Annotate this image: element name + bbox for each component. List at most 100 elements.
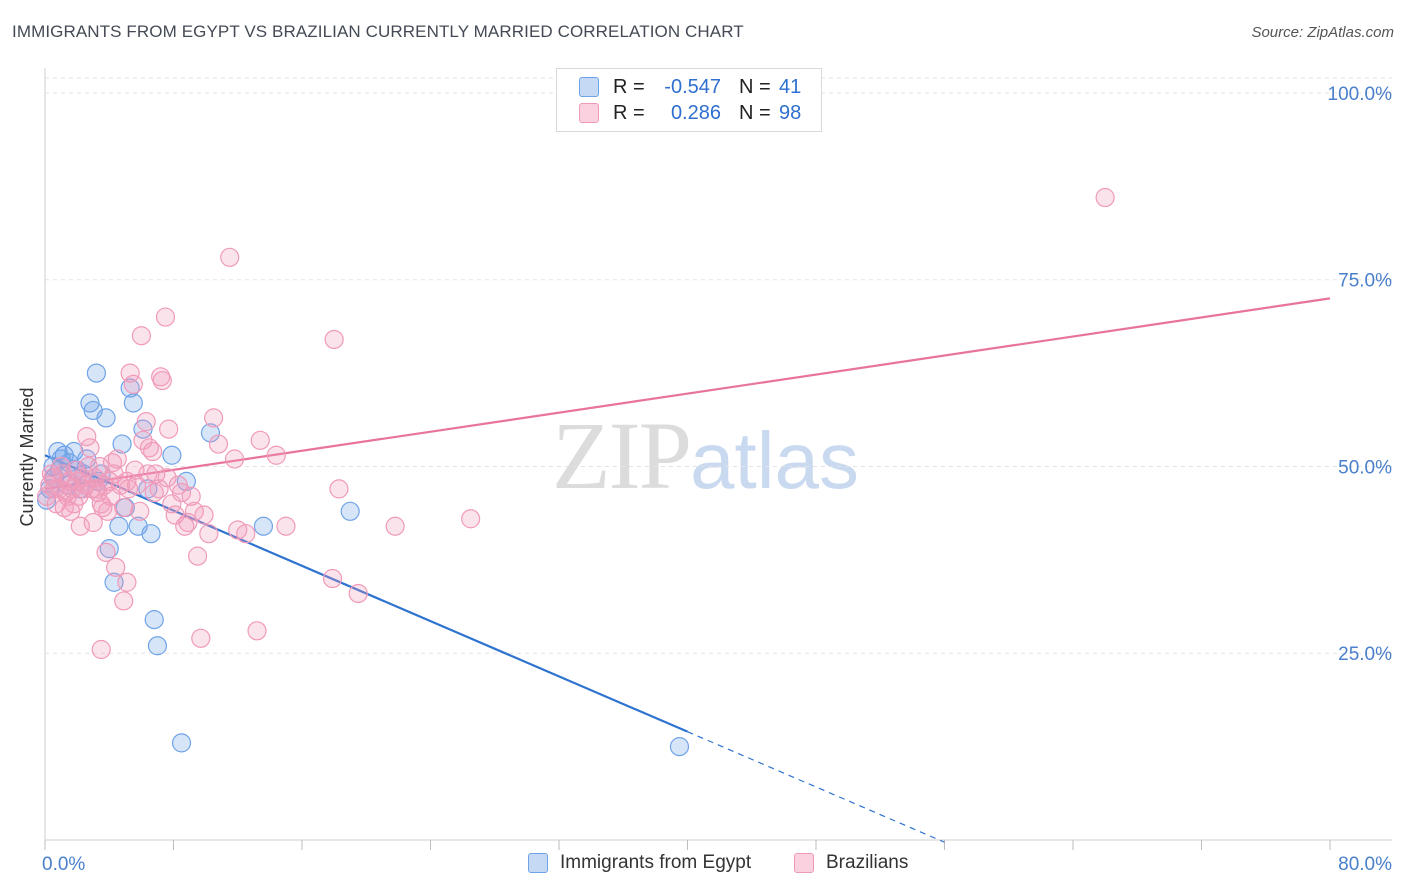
point-brazilians [54, 497, 74, 518]
series-label-egypt: Immigrants from Egypt [560, 852, 752, 873]
point-egypt [109, 516, 129, 536]
point-brazilians [80, 438, 100, 458]
point-brazilians [57, 486, 78, 506]
point-brazilians [159, 419, 179, 439]
point-brazilians [120, 363, 140, 383]
point-egypt [162, 445, 182, 465]
point-brazilians [143, 441, 163, 462]
point-egypt [253, 516, 274, 536]
point-brazilians [1095, 187, 1115, 208]
grid-lines [45, 77, 1392, 654]
y-axis-label: Currently Married [17, 387, 37, 526]
y-tick-label: 75.0% [1338, 271, 1392, 292]
point-brazilians [86, 479, 107, 499]
trend-line-brazilians [44, 297, 1331, 490]
legend-row-egypt: R = -0.547 N = 41 [579, 74, 801, 100]
point-brazilians [178, 512, 198, 533]
point-brazilians [385, 516, 405, 536]
point-brazilians [114, 497, 134, 518]
legend-n-value: 98 [779, 101, 802, 124]
legend-n-label: N = [739, 75, 771, 98]
point-brazilians [208, 434, 229, 454]
series-legend-egypt: Immigrants from Egypt [528, 852, 751, 874]
point-brazilians [461, 509, 481, 529]
series-legend-brazilians: Brazilians [794, 852, 908, 874]
point-brazilians [78, 456, 98, 477]
series-swatch-egypt [528, 853, 548, 873]
point-egypt [669, 737, 690, 757]
legend-r-value: -0.547 [664, 75, 721, 98]
point-brazilians [157, 468, 177, 488]
point-brazilians [220, 247, 240, 267]
point-brazilians [90, 456, 110, 477]
point-brazilians [114, 591, 134, 611]
watermark: ZIPatlas [552, 400, 859, 511]
series-swatch-brazilians [794, 853, 814, 873]
trend-lines [44, 297, 1331, 843]
trend-line-egypt-extension [687, 731, 945, 843]
point-brazilians [144, 483, 164, 503]
point-brazilians [117, 572, 137, 592]
point-egypt [64, 441, 84, 462]
point-egypt [147, 636, 168, 656]
point-brazilians [155, 307, 176, 327]
point-brazilians [139, 438, 160, 458]
point-brazilians [324, 329, 344, 350]
point-brazilians [204, 408, 224, 428]
point-brazilians [184, 501, 204, 521]
point-brazilians [123, 374, 143, 394]
axis-labels: 25.0% 50.0% 75.0% 100.0% 0.0% 80.0% Currently … [17, 84, 1392, 875]
point-brazilians [131, 326, 151, 346]
x-tick-label-min: 0.0% [42, 854, 85, 875]
point-egypt [340, 501, 360, 521]
legend-r-label: R = [613, 101, 645, 124]
point-brazilians [146, 464, 166, 484]
point-brazilians [191, 628, 211, 648]
point-brazilians [118, 479, 139, 499]
x-tick-label-max: 80.0% [1338, 854, 1392, 875]
stats-legend: R = -0.547 N = 41 R = 0.286 N = 98 [556, 68, 822, 132]
point-brazilians [67, 471, 87, 492]
point-egypt [123, 393, 143, 413]
watermark-atlas: atlas [690, 416, 859, 505]
point-brazilians [171, 483, 192, 503]
point-brazilians [136, 412, 156, 432]
point-brazilians [276, 516, 296, 536]
y-tick-label: 100.0% [1328, 84, 1393, 105]
point-egypt [200, 423, 221, 443]
point-brazilians [181, 486, 201, 506]
point-brazilians [247, 621, 267, 641]
point-brazilians [130, 501, 150, 521]
point-brazilians [348, 583, 368, 604]
y-tick-label: 25.0% [1338, 644, 1392, 665]
point-brazilians [125, 460, 145, 480]
point-brazilians [77, 426, 97, 447]
point-brazilians [70, 516, 90, 536]
point-brazilians [41, 464, 62, 484]
point-egypt [86, 363, 107, 383]
legend-swatch-brazilians [579, 103, 599, 123]
chart-title: IMMIGRANTS FROM EGYPT VS BRAZILIAN CURRE… [12, 22, 744, 41]
point-brazilians [322, 568, 343, 589]
point-brazilians [266, 445, 286, 465]
axes [44, 68, 1392, 850]
point-brazilians [96, 542, 116, 562]
point-brazilians [64, 494, 84, 514]
point-egypt [99, 539, 119, 559]
point-egypt [144, 610, 164, 630]
point-egypt [96, 408, 116, 428]
point-brazilians [83, 512, 103, 533]
legend-n-value: 41 [779, 75, 802, 98]
point-brazilians [93, 497, 113, 518]
data-points [37, 187, 1115, 757]
chart-source: Source: ZipAtlas.com [1251, 24, 1394, 41]
point-brazilians [224, 449, 245, 469]
point-brazilians [91, 639, 111, 660]
point-egypt [112, 434, 132, 454]
point-egypt [141, 524, 161, 544]
legend-n-label: N = [739, 101, 771, 124]
point-brazilians [51, 456, 71, 477]
legend-r-value: 0.286 [670, 101, 721, 124]
point-brazilians [151, 367, 171, 387]
